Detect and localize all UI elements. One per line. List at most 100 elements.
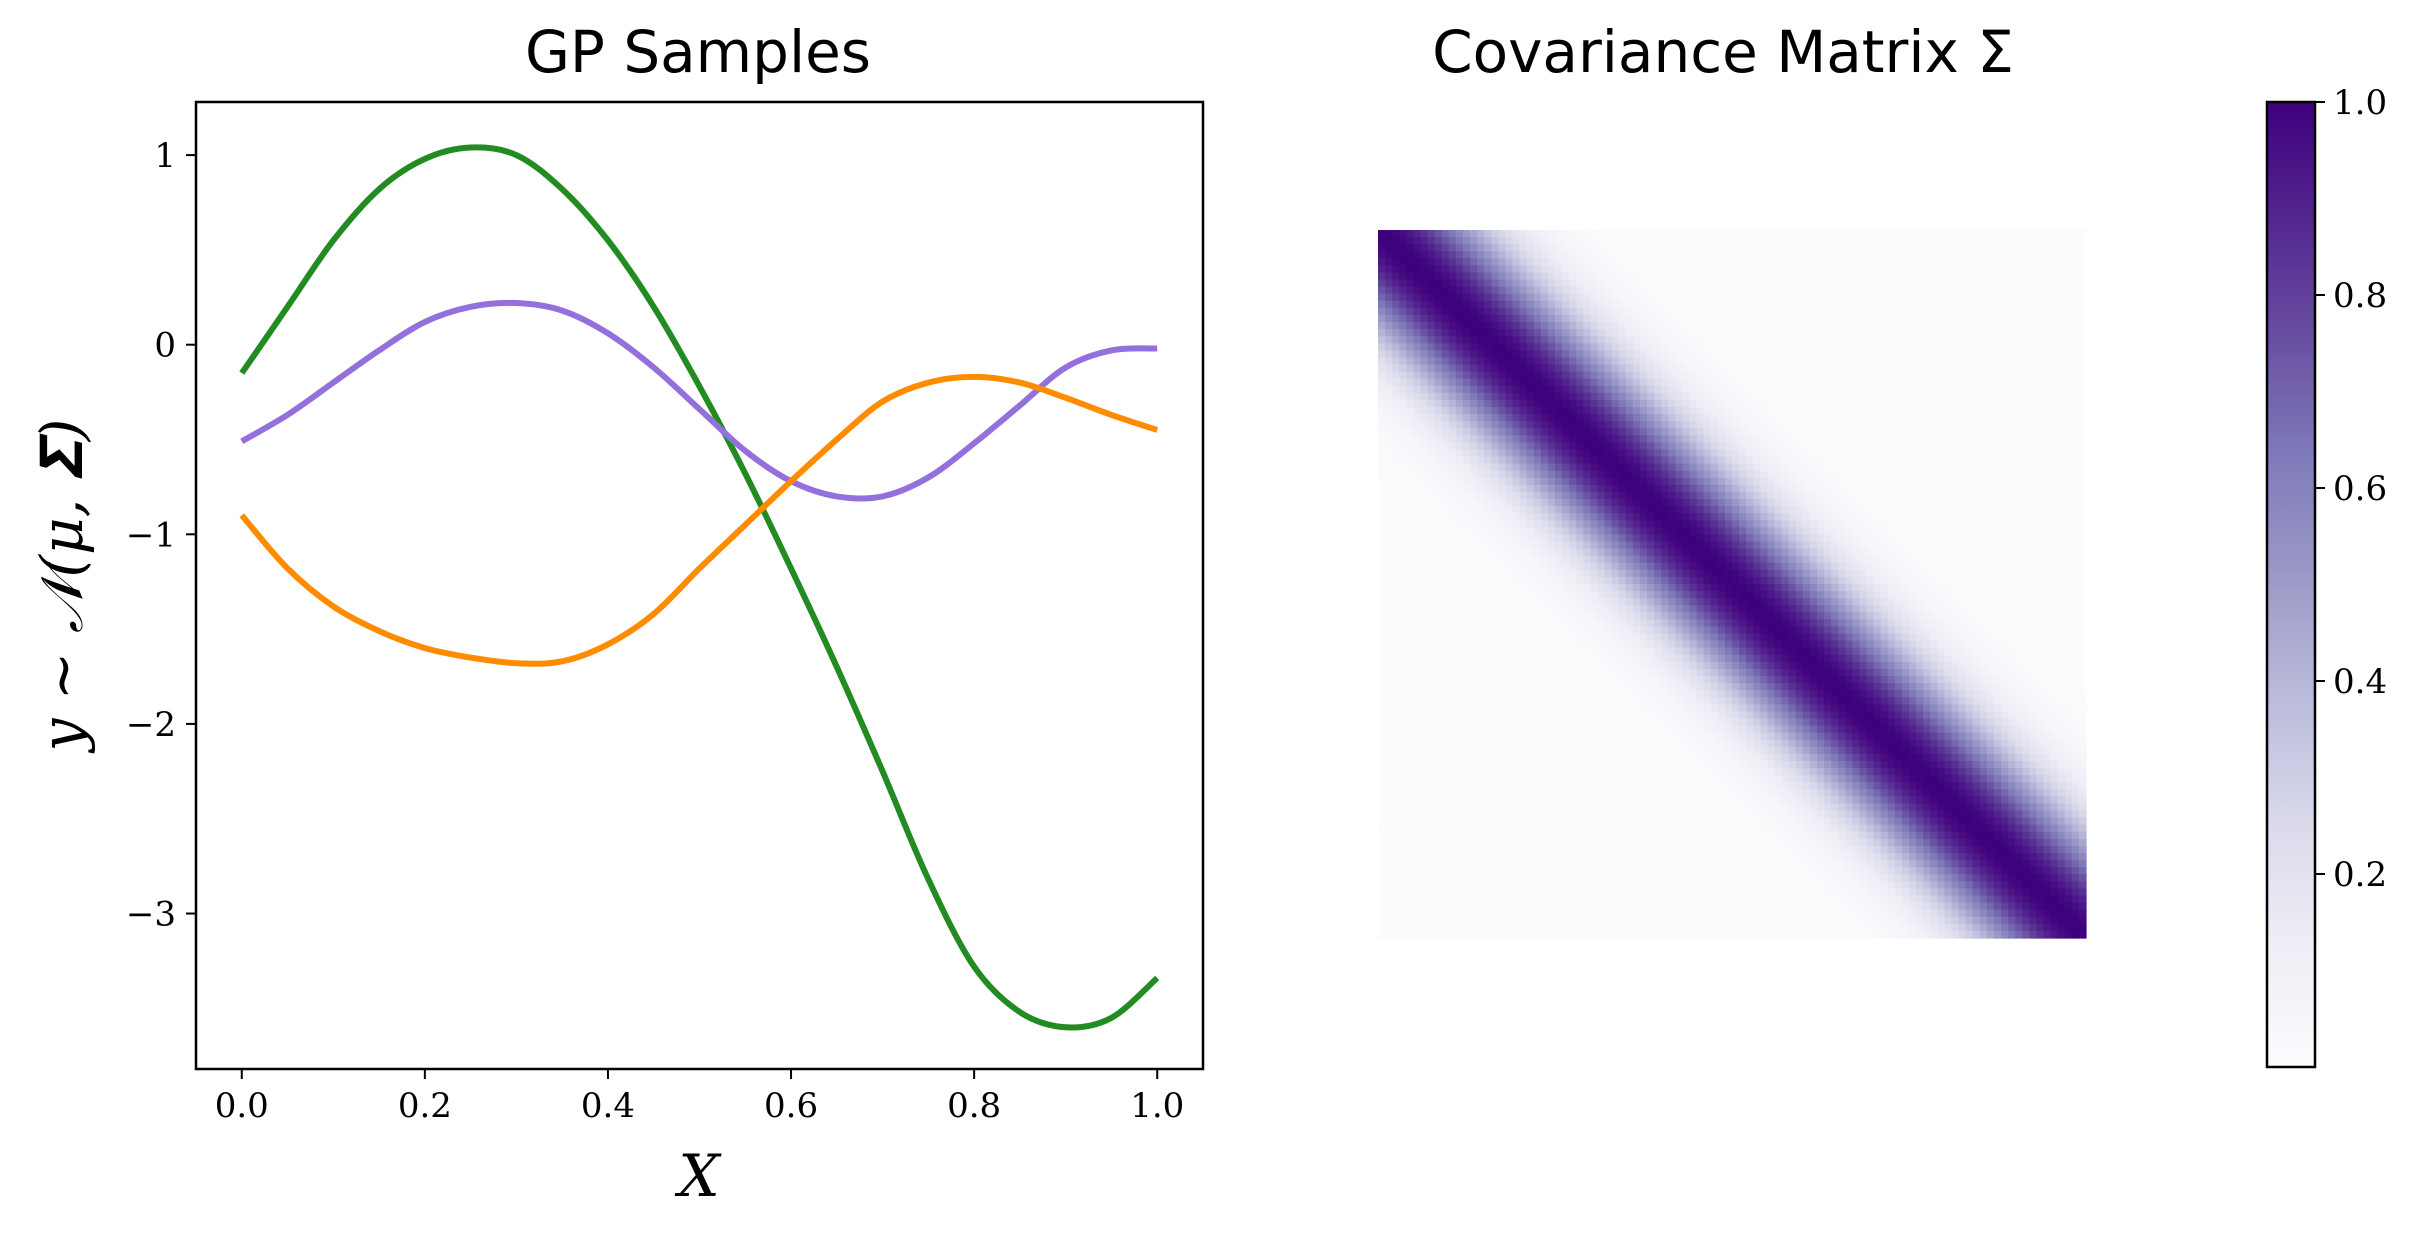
heatmap-cell xyxy=(1668,534,1676,543)
heatmap-cell xyxy=(1661,392,1669,401)
heatmap-cell xyxy=(1760,336,1768,344)
heatmap-cell xyxy=(1519,435,1528,443)
heatmap-cell xyxy=(2036,300,2045,309)
heatmap-cell xyxy=(1604,513,1613,521)
heatmap-cell xyxy=(1604,470,1613,479)
heatmap-cell xyxy=(1462,449,1471,458)
heatmap-cell xyxy=(1647,293,1655,302)
heatmap-cell xyxy=(1470,421,1478,429)
heatmap-cell xyxy=(1760,435,1768,443)
heatmap-cell xyxy=(1455,279,1464,288)
heatmap-cell xyxy=(1540,265,1549,274)
heatmap-cell xyxy=(1824,371,1832,380)
heatmap-cell xyxy=(1583,576,1591,585)
heatmap-cell xyxy=(1413,407,1422,415)
heatmap-cell xyxy=(1576,392,1584,401)
heatmap-cell xyxy=(1887,378,1896,387)
heatmap-cell xyxy=(1399,265,1407,274)
heatmap-cell xyxy=(1916,506,1924,514)
heatmap-cell xyxy=(1979,322,1988,330)
heatmap-cell xyxy=(1866,541,1875,550)
heatmap-cell xyxy=(1986,350,1995,359)
heatmap-cell xyxy=(2008,307,2016,316)
heatmap-cell xyxy=(1448,414,1457,422)
heatmap-cell xyxy=(1717,534,1726,543)
heatmap-cell xyxy=(1399,258,1407,266)
heatmap-cell xyxy=(1866,385,1875,394)
heatmap-cell xyxy=(1555,463,1563,472)
heatmap-cell xyxy=(1732,265,1740,274)
heatmap-cell xyxy=(1887,456,1896,465)
heatmap-cell xyxy=(1703,329,1712,337)
heatmap-cell xyxy=(1576,562,1584,571)
heatmap-cell xyxy=(1625,272,1634,281)
heatmap-cell xyxy=(1739,378,1747,387)
heatmap-cell xyxy=(1569,343,1577,351)
heatmap-cell xyxy=(1866,527,1875,536)
heatmap-cell xyxy=(1739,230,1747,238)
heatmap-cell xyxy=(2036,414,2045,422)
heatmap-cell xyxy=(1470,520,1478,528)
heatmap-cell xyxy=(1590,555,1599,564)
heatmap-cell xyxy=(1519,350,1528,359)
heatmap-cell xyxy=(2022,484,2030,493)
heatmap-cell xyxy=(1958,350,1967,359)
heatmap-cell xyxy=(1597,548,1606,557)
heatmap-cell xyxy=(1710,392,1719,401)
heatmap-cell xyxy=(1816,385,1825,394)
heatmap-cell xyxy=(1477,421,1485,429)
heatmap-cell xyxy=(1618,576,1627,585)
heatmap-cell xyxy=(1555,378,1563,387)
heatmap-cell xyxy=(1937,237,1945,245)
heatmap-cell xyxy=(1477,314,1485,323)
heatmap-cell xyxy=(1569,541,1577,550)
heatmap-cell xyxy=(1555,244,1563,252)
heatmap-cell xyxy=(1746,230,1754,238)
heatmap-cell xyxy=(1710,307,1719,316)
heatmap-cell xyxy=(1632,350,1641,359)
heatmap-cell xyxy=(1413,322,1422,330)
heatmap-cell xyxy=(1632,541,1641,550)
heatmap-cell xyxy=(1887,251,1896,259)
heatmap-cell xyxy=(1880,343,1889,351)
heatmap-cell xyxy=(1526,534,1535,543)
heatmap-cell xyxy=(1448,265,1457,274)
heatmap-cell xyxy=(1696,534,1705,543)
heatmap-cell xyxy=(1753,286,1761,295)
heatmap-cell xyxy=(1647,421,1655,429)
heatmap-cell xyxy=(1547,399,1556,408)
heatmap-cell xyxy=(2057,230,2066,238)
heatmap-cell xyxy=(1597,300,1606,309)
heatmap-cell xyxy=(1767,364,1776,373)
heatmap-cell xyxy=(2057,548,2066,557)
heatmap-cell xyxy=(1979,428,1988,436)
heatmap-cell xyxy=(2043,329,2052,337)
heatmap-cell xyxy=(1427,336,1436,344)
heatmap-cell xyxy=(1958,322,1967,330)
heatmap-cell xyxy=(2050,435,2059,443)
heatmap-cell xyxy=(1866,435,1875,443)
heatmap-cell xyxy=(2029,378,2038,387)
heatmap-cell xyxy=(1816,442,1825,451)
heatmap-cell xyxy=(1901,364,1910,373)
heatmap-cell xyxy=(1979,442,1988,451)
heatmap-cell xyxy=(1406,286,1414,295)
heatmap-cell xyxy=(1385,279,1393,288)
heatmap-cell xyxy=(1455,272,1464,281)
heatmap-cell xyxy=(1816,506,1825,514)
heatmap-cell xyxy=(1590,286,1599,295)
heatmap-cell xyxy=(1625,407,1634,415)
heatmap-cell xyxy=(1859,407,1868,415)
heatmap-cell xyxy=(1647,251,1655,259)
heatmap-cell xyxy=(1767,463,1776,472)
heatmap-cell xyxy=(1562,244,1570,252)
heatmap-cell xyxy=(1540,272,1549,281)
heatmap-cell xyxy=(2015,499,2023,507)
heatmap-cell xyxy=(1562,428,1570,436)
heatmap-cell xyxy=(1491,251,1499,259)
heatmap-cell xyxy=(1378,470,1386,479)
heatmap-cell xyxy=(1647,272,1655,281)
heatmap-cell xyxy=(1519,343,1528,351)
heatmap-cell xyxy=(1555,392,1563,401)
heatmap-cell xyxy=(2078,463,2087,472)
